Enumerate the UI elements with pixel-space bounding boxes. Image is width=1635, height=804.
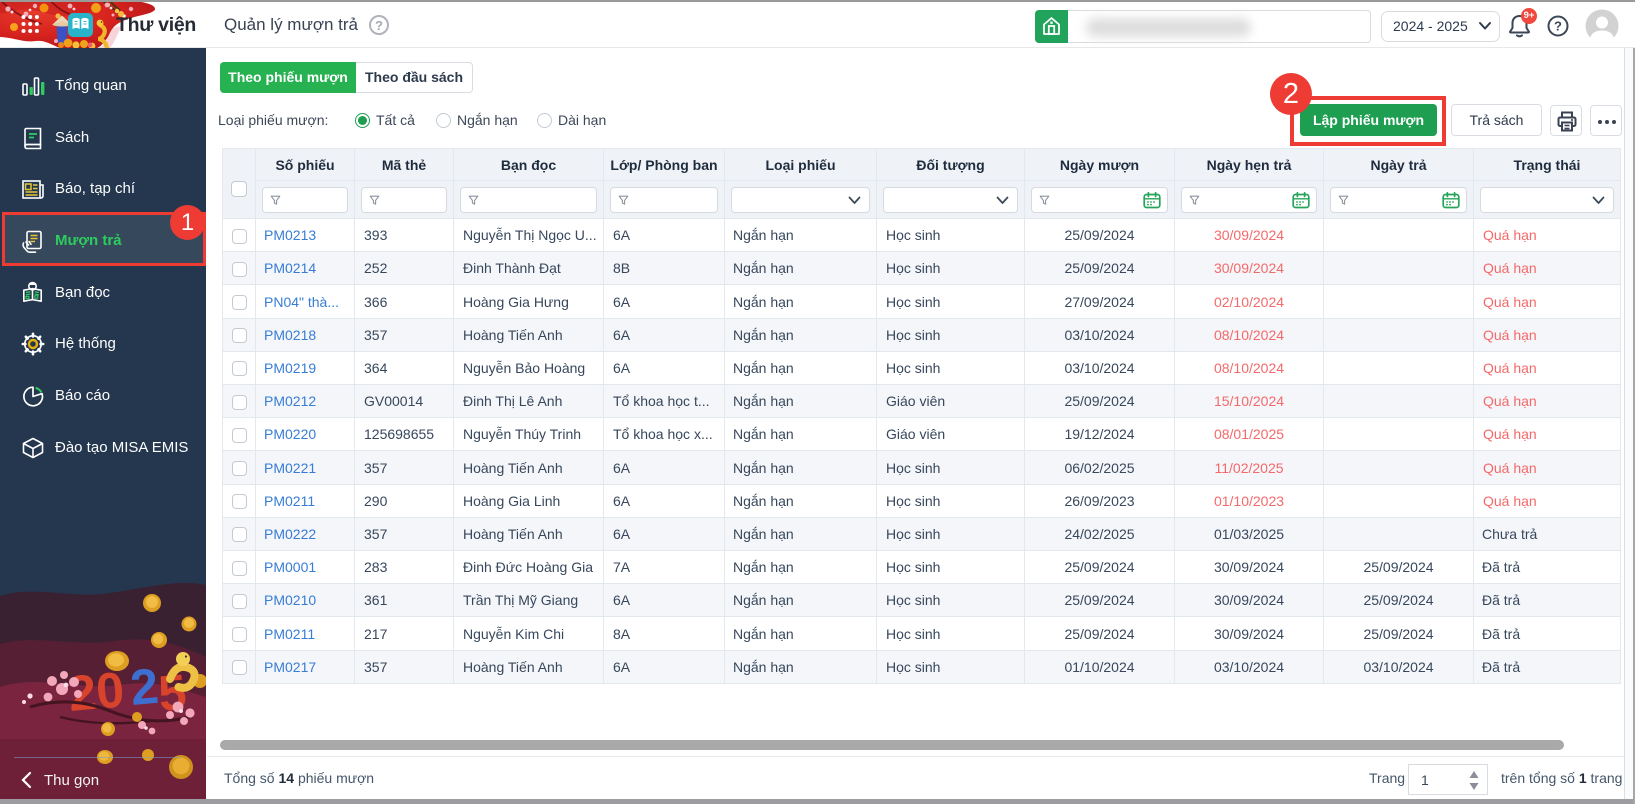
svg-text:2: 2	[128, 658, 161, 716]
svg-text:?: ?	[1554, 19, 1562, 34]
